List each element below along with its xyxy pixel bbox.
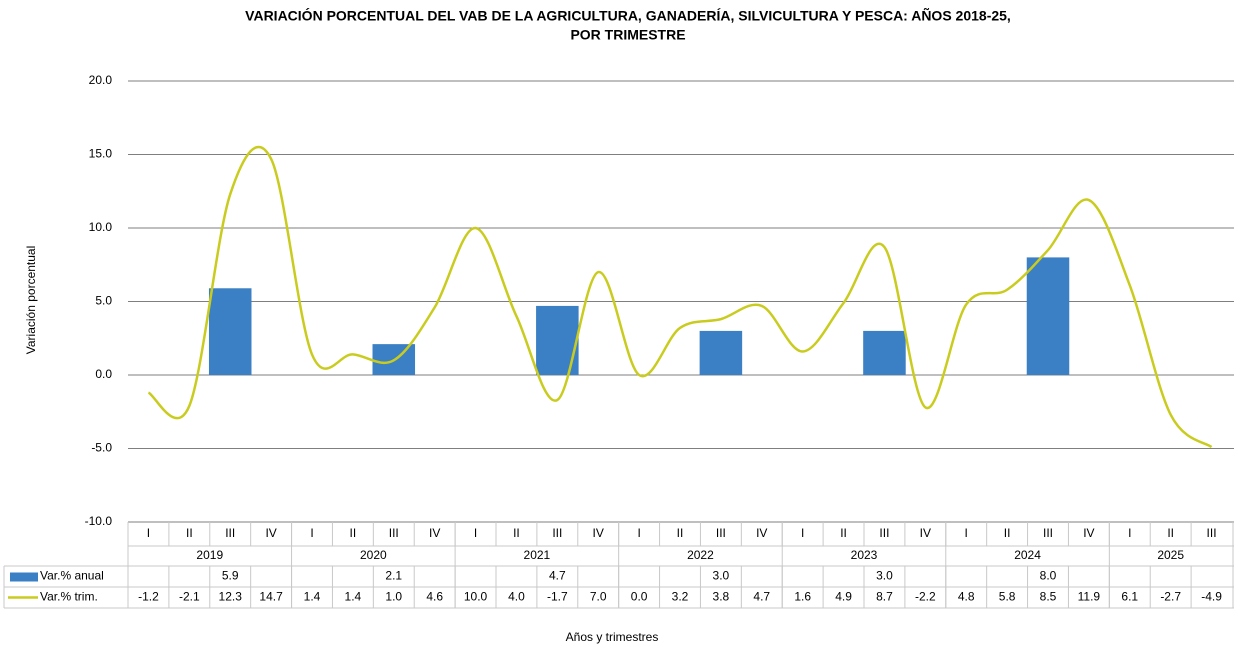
year-label: 2022 [687,548,714,562]
x-tick-label: III [1043,526,1053,540]
bar [863,330,906,375]
y-axis-title: Variación porcentual [24,246,38,355]
data-table-value: -1.2 [138,590,159,604]
x-tick-label: IV [429,526,440,540]
data-table-value: 1.4 [345,590,362,604]
year-label: 2024 [1014,548,1041,562]
x-tick-label: II [186,526,193,540]
legend-label: Var.% trim. [40,590,98,604]
bar [208,288,252,375]
x-tick-label: III [389,526,399,540]
x-tick-label: I [1128,526,1131,540]
x-axis-title: Años y trimestres [566,630,659,644]
y-tick-label: 15.0 [89,147,113,161]
x-tick-label: I [147,526,150,540]
data-table-value: 2.1 [385,569,402,583]
x-tick-label: II [350,526,357,540]
x-tick-label: IV [1083,526,1094,540]
y-tick-label: -5.0 [91,441,112,455]
data-table-value: -4.9 [1201,590,1222,604]
x-tick-label: IV [920,526,931,540]
data-table-value: 1.6 [794,590,811,604]
data-table-value: 12.3 [219,590,243,604]
data-table-value: 3.0 [713,569,730,583]
data-table-value: 8.0 [1040,569,1057,583]
data-table-value: 5.8 [999,590,1016,604]
year-label: 2020 [360,548,387,562]
year-label: 2019 [196,548,223,562]
chart-title: VARIACIÓN PORCENTUAL DEL VAB DE LA AGRIC… [245,7,1011,24]
data-table-value: 6.1 [1121,590,1138,604]
data-table-value: 8.5 [1040,590,1057,604]
data-table-value: -2.1 [179,590,200,604]
x-tick-label: I [474,526,477,540]
chart-title: POR TRIMESTRE [570,27,685,43]
x-tick-label: III [1207,526,1217,540]
bar [699,330,743,375]
data-table-value: -1.7 [547,590,568,604]
data-table-value: 7.0 [590,590,607,604]
x-tick-label: I [801,526,804,540]
x-tick-label: III [552,526,562,540]
y-tick-label: -10.0 [85,514,113,528]
data-table-value: 3.2 [672,590,689,604]
x-tick-label: I [310,526,313,540]
data-table-value: 0.0 [631,590,648,604]
data-table-value: 4.7 [753,590,770,604]
x-tick-label: I [637,526,640,540]
y-tick-label: 5.0 [95,294,112,308]
data-table-value: 8.7 [876,590,893,604]
x-tick-label: II [1167,526,1174,540]
data-table-value: 4.7 [549,569,566,583]
data-table-value: 14.7 [259,590,283,604]
data-table-value: 1.4 [304,590,321,604]
year-label: 2021 [524,548,551,562]
data-table-value: 4.0 [508,590,525,604]
data-table-value: 3.0 [876,569,893,583]
x-tick-label: I [965,526,968,540]
line [147,145,1213,449]
data-table-value: 3.8 [713,590,730,604]
x-tick-label: II [1004,526,1011,540]
data-table-value: 4.8 [958,590,975,604]
data-table-value: 5.9 [222,569,239,583]
data-table-value: 4.6 [426,590,443,604]
bar [536,305,579,375]
legend-key [10,572,38,582]
x-tick-label: II [513,526,520,540]
data-table-value: -2.2 [915,590,936,604]
x-tick-label: IV [593,526,604,540]
x-tick-label: II [840,526,847,540]
year-label: 2025 [1157,548,1184,562]
x-tick-label: II [677,526,684,540]
data-table-value: 10.0 [464,590,488,604]
legend-label: Var.% anual [40,569,104,583]
y-tick-label: 20.0 [89,73,113,87]
x-tick-label: IV [756,526,767,540]
data-table-value: 4.9 [835,590,852,604]
x-tick-label: III [716,526,726,540]
y-tick-label: 0.0 [95,367,112,381]
y-tick-label: 10.0 [89,220,113,234]
x-tick-label: III [879,526,889,540]
data-table-value: -2.7 [1160,590,1181,604]
x-tick-label: III [225,526,235,540]
data-table-value: 1.0 [385,590,402,604]
bar [1026,257,1070,375]
data-table-value: 11.9 [1078,590,1101,604]
year-label: 2023 [851,548,878,562]
x-tick-label: IV [265,526,276,540]
